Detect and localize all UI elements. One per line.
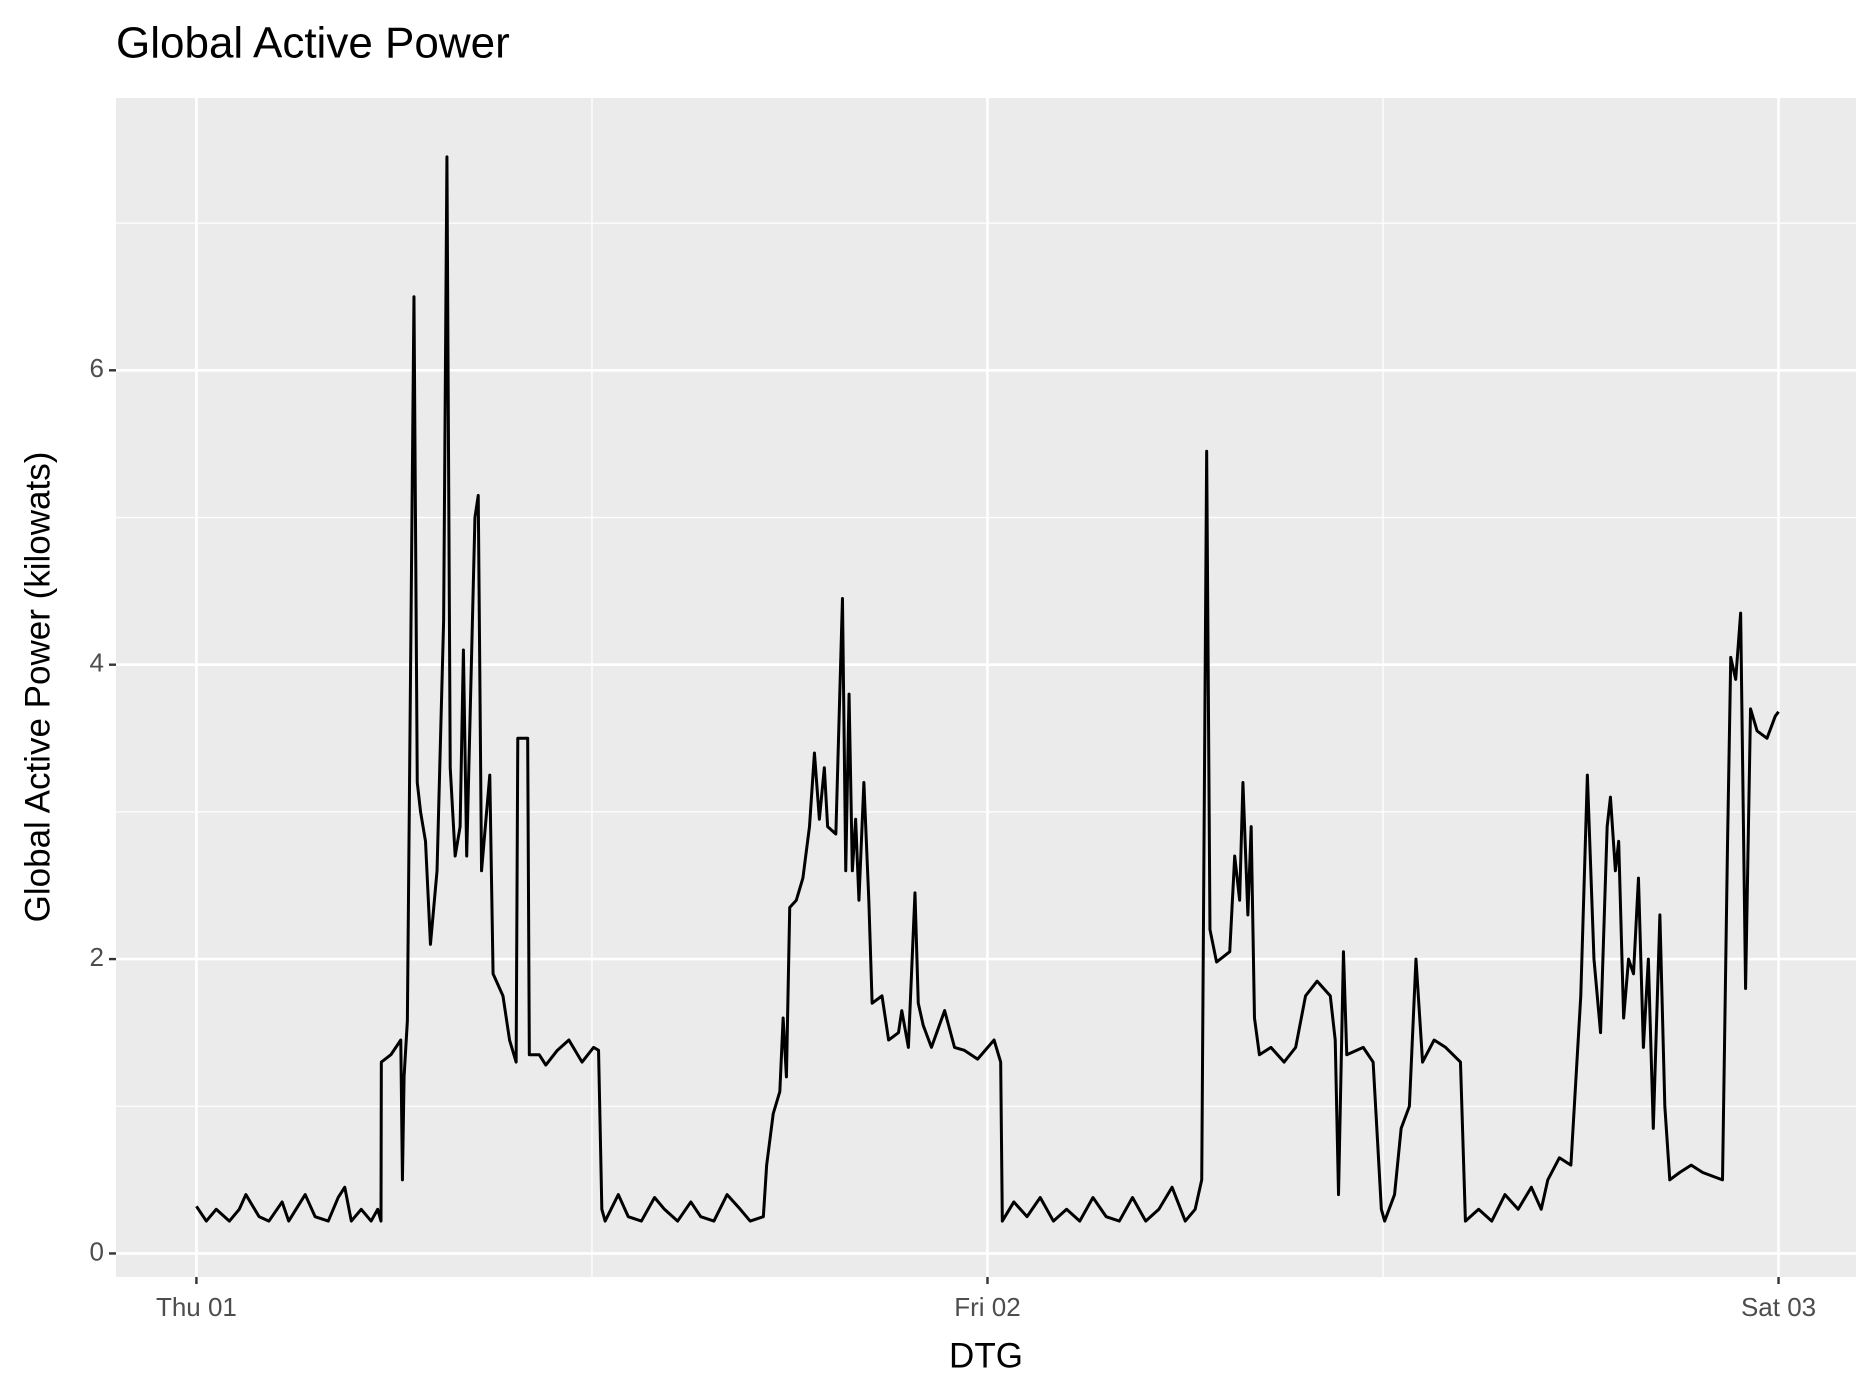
chart-title: Global Active Power — [116, 19, 510, 68]
x-tick-label: Fri 02 — [954, 1292, 1020, 1322]
x-tick-label: Thu 01 — [156, 1292, 237, 1322]
y-tick-label: 0 — [90, 1236, 104, 1266]
x-tick-label: Sat 03 — [1741, 1292, 1816, 1322]
y-tick-label: 6 — [90, 353, 104, 383]
panel — [116, 98, 1856, 1277]
y-axis-label: Global Active Power (kilowats) — [18, 452, 57, 923]
x-axis-label: DTG — [949, 1336, 1023, 1375]
series-line — [195, 155, 1780, 1223]
y-tick-label: 4 — [90, 648, 104, 678]
y-tick-label: 2 — [90, 942, 104, 972]
